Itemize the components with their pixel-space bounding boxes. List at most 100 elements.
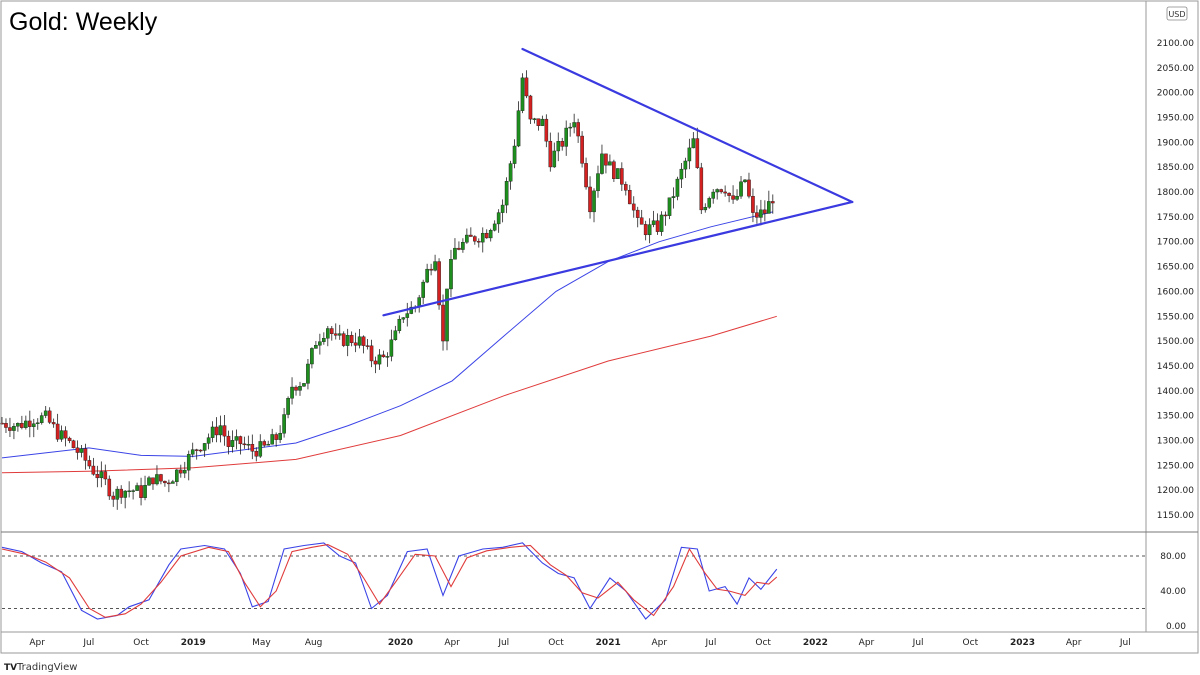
candle-body [310,348,314,365]
candle [655,213,660,235]
candle [373,356,378,374]
trendline-resistance[interactable] [521,47,854,204]
candle-body [163,480,167,484]
price-tick-label: 1450.00 [1157,362,1194,372]
candle [246,435,251,451]
candle-body [612,161,616,179]
candle [727,192,731,203]
candle-body [230,440,235,447]
candle-body [627,190,632,205]
candle-body [687,147,692,162]
candle [31,418,36,438]
candle [286,396,290,419]
candle [667,197,672,220]
candle [651,210,656,228]
candle [298,381,302,396]
candle [28,410,32,438]
candle [39,412,44,425]
candle-body [604,153,608,166]
candle-body [544,118,549,142]
candle [544,114,549,148]
candle-body [389,339,394,357]
candle [16,422,20,432]
candle [99,461,104,488]
candle-body [421,281,425,298]
candle-body [353,342,358,346]
candle-body [727,192,731,196]
price-tick-label: 1350.00 [1157,412,1194,422]
candle [337,324,342,340]
currency-badge[interactable]: USD [1166,6,1188,21]
candle-body [238,436,243,445]
price-tick-label: 1800.00 [1157,188,1194,198]
candle [496,209,501,233]
candle-body [326,328,330,339]
candle [699,162,704,215]
candle [139,477,143,506]
time-tick-label: May [252,638,271,648]
candle-body [159,474,163,482]
candle-body [695,138,700,168]
candle-body [560,141,565,147]
candle [194,448,199,460]
time-axis[interactable]: Apr Jul Oct 2019 May Aug 2020 Apr Jul Oct 2021 Apr J… [29,638,1130,648]
candle-body [731,195,735,200]
candle [51,418,56,428]
candle [691,132,696,149]
candle [600,144,604,175]
candle [107,475,112,500]
candle [453,238,457,260]
candle-body [433,261,437,271]
candle-body [119,488,123,498]
candle-body [246,443,251,446]
candle-body [250,443,255,452]
candle-body [270,434,274,445]
candle [759,199,763,226]
time-tick-label: 2019 [181,638,206,648]
candle-body [202,443,207,451]
candle [588,176,592,219]
candle [767,190,771,214]
tradingview-logo-icon: TV [4,663,17,673]
candle [147,475,151,486]
time-tick-label: Jul [912,638,924,648]
stochastic-axis[interactable]: 0.00 40.00 80.00 [1160,552,1186,632]
candle [449,249,453,298]
candle [476,238,481,248]
price-tick-label: 1850.00 [1157,163,1194,173]
candle-body [111,495,116,500]
candle-body [282,414,286,434]
candle-body [8,427,12,431]
candle [616,168,620,179]
candle-body [480,232,485,243]
price-axis[interactable]: 1150.00 1200.00 1250.00 1300.00 1350.00 1400.… [1157,39,1194,521]
candle [155,465,159,486]
moving-average-lines [1,211,777,474]
candle [306,359,310,390]
candle-body [643,224,648,236]
candle [723,185,727,197]
candle [178,464,183,478]
candle [214,417,219,443]
candle [238,435,243,455]
candle-body [294,386,298,391]
candle-body [318,341,322,346]
tradingview-brand[interactable]: TV TradingView [4,662,77,673]
candle [457,241,461,251]
candle-body [735,195,739,200]
candle [131,489,135,500]
candle-body [663,214,668,217]
candle [318,333,322,355]
candle [143,475,147,501]
candle-body [707,198,712,208]
time-tick-label: Jul [82,638,94,648]
candle-body [683,160,688,170]
candle-body [83,448,88,461]
trendline-support[interactable] [382,200,854,317]
stochastic-guides [2,555,1146,609]
candle-body [373,360,378,365]
candle-body [35,422,40,424]
candle [401,317,406,324]
candle [206,433,211,450]
